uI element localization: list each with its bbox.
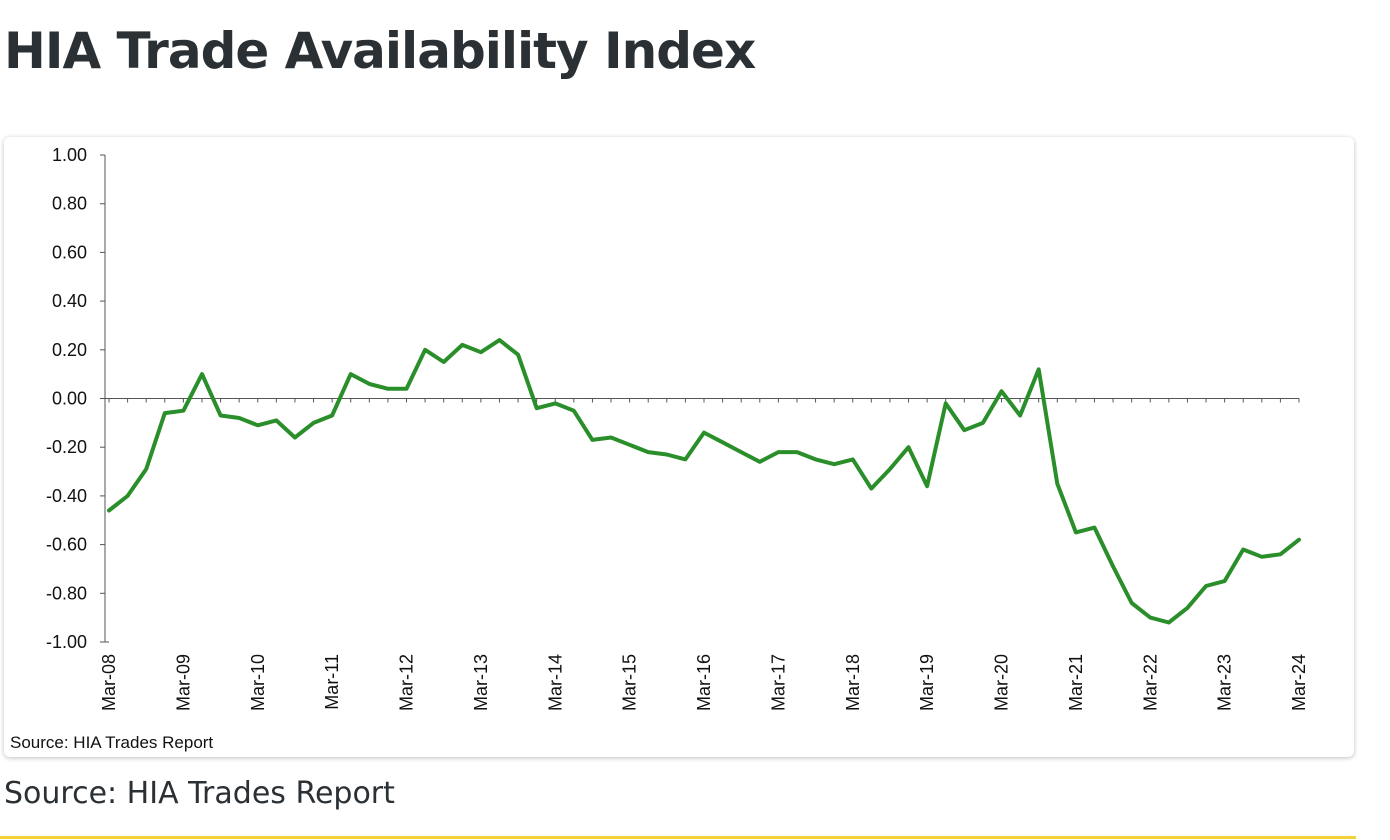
x-tick-label: Mar-11: [322, 654, 342, 710]
y-tick-label: -0.40: [46, 486, 87, 506]
x-tick-label: Mar-15: [620, 654, 640, 711]
x-tick-label: Mar-22: [1140, 654, 1160, 711]
series-group: [107, 338, 1301, 625]
bottom-divider: [0, 836, 1356, 839]
x-tick-label: Mar-21: [1066, 654, 1086, 711]
y-tick-label: 0.00: [52, 389, 87, 409]
x-tick-label: Mar-13: [471, 654, 491, 711]
y-tick-label: -0.60: [46, 535, 87, 555]
page-title: HIA Trade Availability Index: [4, 22, 756, 80]
y-tick-label: 0.20: [52, 340, 87, 360]
y-tick-label: 0.40: [52, 291, 87, 311]
y-tick-label: 1.00: [52, 145, 87, 165]
x-tick-label: Mar-16: [694, 654, 714, 711]
x-tick-label: Mar-24: [1289, 654, 1309, 711]
x-tick-label: Mar-19: [917, 654, 937, 711]
y-tick-label: -0.80: [46, 583, 87, 603]
x-tick-label: Mar-12: [397, 654, 417, 711]
y-axis: 1.00 0.80 0.60 0.40 0.20 0.00 -0.20 -0.40 -0.60 -…: [46, 145, 106, 652]
x-tick-label: Mar-09: [173, 654, 193, 711]
x-tick-label: Mar-14: [545, 654, 565, 711]
x-axis: Mar-08 Mar-09 Mar-10 Mar-11 Mar-12 Mar-13 Mar-…: [99, 398, 1309, 711]
chart-card: 1.00 0.80 0.60 0.40 0.20 0.00 -0.20 -0.40 -0.60 -…: [4, 137, 1354, 757]
x-tick-label: Mar-18: [843, 654, 863, 711]
x-tick-label: Mar-23: [1215, 654, 1235, 711]
series-line: [107, 338, 1301, 625]
line-chart: 1.00 0.80 0.60 0.40 0.20 0.00 -0.20 -0.40 -0.60 -…: [46, 145, 1309, 711]
x-tick-label: Mar-10: [248, 654, 268, 711]
y-tick-label: 0.80: [52, 194, 87, 214]
y-tick-label: -1.00: [46, 632, 87, 652]
y-tick-label: -0.20: [46, 437, 87, 457]
x-tick-label: Mar-08: [99, 654, 119, 711]
chart-source-note: Source: HIA Trades Report: [10, 733, 214, 752]
y-tick-label: 0.60: [52, 242, 87, 262]
source-caption: Source: HIA Trades Report: [4, 776, 395, 811]
x-tick-label: Mar-20: [992, 654, 1012, 711]
x-tick-label: Mar-17: [768, 654, 788, 711]
